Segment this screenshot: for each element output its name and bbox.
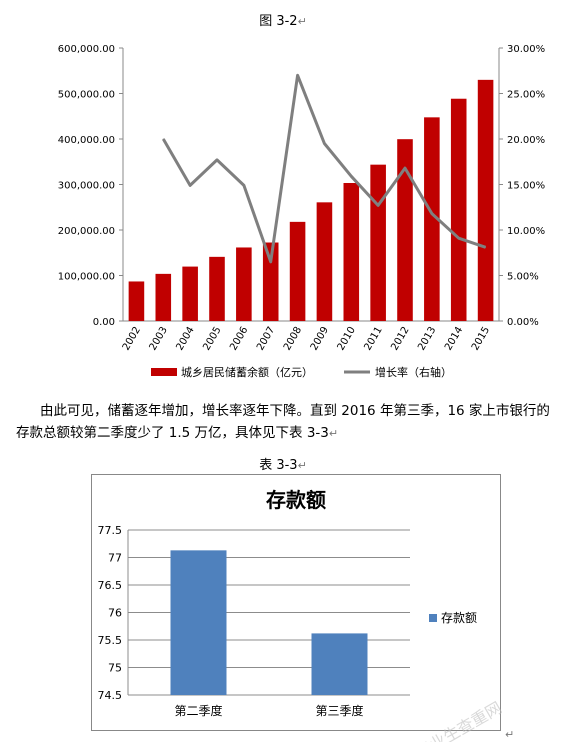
chart-frame — [91, 474, 501, 731]
x-tick-label: 2009 — [309, 325, 331, 353]
x-tick-label: 2011 — [362, 325, 384, 353]
bar-2015 — [477, 79, 494, 321]
line-series — [162, 73, 487, 264]
growth-point-2011 — [377, 204, 379, 206]
table-3-3-caption-text: 表 3-3 — [259, 458, 298, 473]
x-tick-label: 2014 — [443, 325, 465, 353]
growth-point-2003 — [162, 138, 164, 140]
right-axis-ticks: 0.00% 5.00% 10.00% 15.00% 20.00% 25.00% 30.00% — [499, 44, 545, 328]
x-tick-label: 2007 — [255, 325, 277, 353]
left-tick-label: 200,000.00 — [58, 226, 115, 237]
growth-point-2009 — [323, 143, 325, 145]
y-tick-label: 77.5 — [98, 524, 123, 537]
y-tick-label: 76.5 — [98, 579, 123, 592]
legend-swatch — [429, 614, 437, 622]
x-tick-label: 2003 — [148, 325, 170, 353]
bar-2 — [311, 633, 368, 695]
savings-chart: 0.00 100,000.00 200,000.00 300,000.00 400,00… — [58, 44, 545, 379]
left-tick-label: 0.00 — [93, 317, 115, 328]
bar-2003 — [155, 273, 172, 321]
left-axis-ticks: 0.00 100,000.00 200,000.00 300,000.00 400,00… — [58, 44, 123, 328]
x-tick-label: 2002 — [121, 325, 143, 353]
legend-bar-label: 城乡居民储蓄余额（亿元） — [181, 365, 313, 379]
bar-2005 — [209, 256, 225, 321]
left-tick-label: 100,000.00 — [58, 272, 115, 283]
bar-2012 — [397, 139, 413, 321]
right-tick-label: 20.00% — [507, 135, 545, 146]
x-tick-label: 第二季度 — [174, 703, 222, 718]
right-tick-label: 5.00% — [507, 272, 539, 283]
chart-title: 存款额 — [266, 488, 326, 512]
growth-point-2013 — [431, 213, 433, 215]
x-tick-label: 2005 — [201, 325, 223, 353]
right-tick-label: 25.00% — [507, 90, 545, 101]
y-tick-label: 76 — [108, 607, 122, 620]
growth-point-2004 — [189, 184, 191, 186]
bar-2004 — [182, 266, 198, 321]
legend-label: 存款额 — [441, 611, 477, 625]
bar-2011 — [370, 164, 386, 321]
figure-3-2-caption: 图 3-2↵ — [0, 10, 566, 29]
x-tick-label: 2004 — [174, 325, 196, 353]
x-tick-label: 2006 — [228, 325, 250, 353]
right-tick-label: 30.00% — [507, 44, 545, 55]
bar-2009 — [316, 202, 333, 321]
growth-point-2014 — [458, 237, 460, 239]
growth-point-2006 — [243, 184, 245, 186]
figure-3-2-caption-text: 图 3-2 — [259, 14, 298, 29]
legend: 存款额 — [429, 611, 477, 625]
y-tick-label: 75 — [108, 662, 122, 675]
growth-point-2010 — [350, 175, 352, 177]
left-tick-label: 500,000.00 — [58, 90, 115, 101]
legend-bar-swatch — [151, 368, 177, 376]
x-tick-label: 2012 — [389, 325, 411, 353]
body-paragraph: 由此可见，储蓄逐年增加，增长率逐年下降。直到 2016 年第三季，16 家上市银… — [16, 400, 556, 445]
left-tick-label: 400,000.00 — [58, 135, 115, 146]
left-tick-label: 300,000.00 — [58, 181, 115, 192]
bar-2008 — [289, 221, 306, 321]
legend: 城乡居民储蓄余额（亿元） 增长率（右轴） — [151, 365, 452, 379]
y-tick-label: 74.5 — [98, 689, 123, 702]
return-mark: ↵ — [505, 728, 514, 741]
return-mark: ↵ — [297, 459, 307, 472]
bar-2010 — [343, 182, 360, 321]
body-paragraph-text: 由此可见，储蓄逐年增加，增长率逐年下降。直到 2016 年第三季，16 家上市银… — [16, 403, 550, 441]
x-tick-label: 2015 — [470, 325, 492, 353]
bar-2006 — [236, 247, 252, 321]
growth-point-2008 — [297, 74, 299, 76]
table-3-3-caption: 表 3-3↵ — [0, 454, 566, 473]
bar-series — [170, 550, 368, 695]
growth-point-2007 — [270, 261, 272, 263]
x-tick-label: 2010 — [336, 325, 358, 353]
right-tick-label: 15.00% — [507, 181, 545, 192]
x-tick-label: 第三季度 — [315, 703, 363, 718]
growth-point-2005 — [216, 159, 218, 161]
growth-point-2012 — [404, 167, 406, 169]
right-tick-label: 0.00% — [507, 317, 539, 328]
y-tick-label: 75.5 — [98, 634, 123, 647]
bar-2002 — [128, 281, 145, 321]
bar-2013 — [424, 117, 440, 321]
y-tick-label: 77 — [108, 552, 122, 565]
right-tick-label: 10.00% — [507, 226, 545, 237]
return-mark: ↵ — [328, 427, 339, 440]
left-tick-label: 600,000.00 — [58, 44, 115, 55]
bar-series — [128, 79, 494, 321]
growth-point-2015 — [485, 246, 487, 248]
legend-line-label: 增长率（右轴） — [375, 365, 452, 379]
bar-1 — [170, 550, 227, 695]
x-tick-label: 2013 — [416, 325, 438, 353]
return-mark: ↵ — [297, 15, 307, 28]
bar-2014 — [450, 98, 467, 321]
x-axis-labels: 2002 2003 2004 2005 2006 2007 2008 2009 2010 2011… — [121, 325, 492, 353]
x-tick-label: 2008 — [282, 325, 304, 353]
bar-2007 — [262, 242, 279, 321]
x-axis-labels: 第二季度 第三季度 — [174, 703, 363, 718]
